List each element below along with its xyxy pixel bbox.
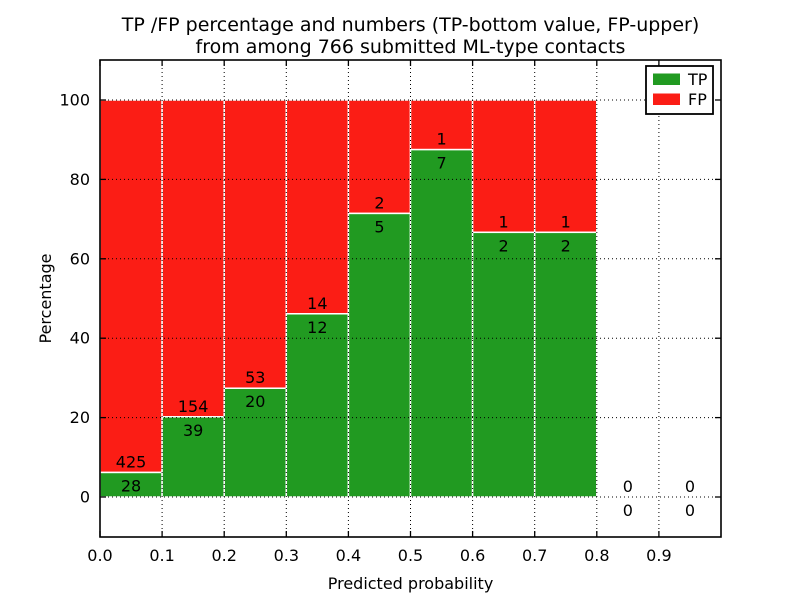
x-tick-label: 0.6 [460, 546, 485, 565]
x-tick-label: 0.5 [398, 546, 423, 565]
bar-fp [471, 99, 536, 234]
y-tick-label: 80 [70, 170, 90, 189]
bar-label-tp: 0 [623, 501, 633, 520]
legend: TP FP [645, 65, 714, 115]
bar-label-tp: 28 [121, 476, 141, 495]
bar-label-tp: 5 [374, 217, 384, 236]
x-tick-label: 0.4 [336, 546, 361, 565]
y-tick-label: 20 [70, 408, 90, 427]
bar-label-tp: 2 [561, 236, 571, 255]
bar-label-fp: 0 [623, 477, 633, 496]
bar-label-fp: 2 [374, 193, 384, 212]
bar-fp [285, 99, 350, 315]
x-axis-label: Predicted probability [328, 574, 494, 593]
legend-label-fp: FP [688, 90, 707, 109]
chart-subtitle: from among 766 submitted ML-type contact… [196, 36, 626, 58]
plot-border [99, 59, 722, 538]
bar-label-tp: 2 [499, 236, 509, 255]
bar-label-fp: 0 [685, 477, 695, 496]
bar-label-tp: 20 [245, 392, 265, 411]
x-tick-label: 0.1 [149, 546, 174, 565]
y-tick-label: 40 [70, 329, 90, 348]
legend-swatch-fp [653, 93, 680, 105]
bar-fp [223, 99, 288, 389]
bar-fp [99, 99, 163, 474]
bar-tp [347, 212, 412, 498]
bar-tp [223, 387, 288, 498]
legend-swatch-tp [653, 73, 680, 85]
x-tick-label: 0.8 [584, 546, 609, 565]
bar-tp [533, 231, 598, 498]
bar-label-fp: 1 [499, 212, 509, 231]
y-tick-label: 60 [70, 249, 90, 268]
x-tick-label: 0.9 [646, 546, 671, 565]
y-tick-label: 100 [59, 91, 90, 110]
bar-tp [471, 231, 536, 498]
bar-label-tp: 0 [685, 501, 695, 520]
chart-title: TP /FP percentage and numbers (TP-bottom… [121, 14, 700, 36]
bar-label-fp: 1 [436, 130, 446, 149]
bar-label-fp: 425 [116, 452, 147, 471]
x-tick-label: 0.0 [87, 546, 112, 565]
x-tick-label: 0.7 [522, 546, 547, 565]
y-axis-label: Percentage [36, 253, 55, 343]
bar-label-fp: 1 [561, 212, 571, 231]
legend-label-tp: TP [687, 70, 708, 89]
bar-label-tp: 12 [307, 318, 327, 337]
x-tick-label: 0.3 [274, 546, 299, 565]
x-tick-label: 0.2 [211, 546, 236, 565]
bar-tp [409, 148, 474, 498]
bar-tp [161, 416, 225, 498]
bar-label-fp: 14 [307, 294, 327, 313]
bar-label-tp: 39 [183, 421, 203, 440]
bars-layer [99, 99, 598, 498]
tick-labels-layer: 0.0 0.1 0.2 0.3 0.4 0.5 0.6 0.7 0.8 0.90204060801… [59, 91, 671, 566]
y-tick-label: 0 [80, 488, 90, 507]
bar-label-fp: 154 [178, 397, 209, 416]
bar-tp [285, 313, 350, 498]
bar-label-tp: 7 [436, 154, 446, 173]
bar-label-fp: 53 [245, 368, 265, 387]
bar-fp [161, 99, 225, 418]
